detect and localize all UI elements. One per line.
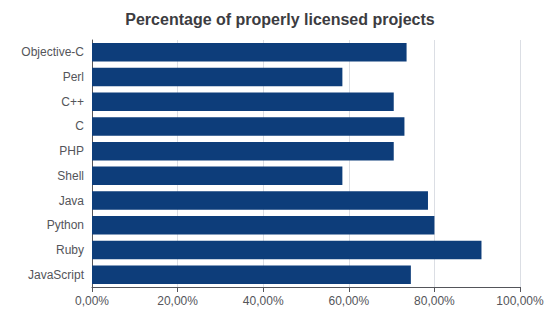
svg-text:C++: C++ [61, 95, 84, 109]
svg-text:Objective-C: Objective-C [21, 45, 84, 59]
svg-text:Python: Python [47, 218, 84, 232]
svg-text:Shell: Shell [57, 169, 84, 183]
svg-text:60,00%: 60,00% [328, 294, 369, 308]
svg-text:Perl: Perl [63, 70, 84, 84]
svg-text:Ruby: Ruby [56, 243, 84, 257]
svg-text:40,00%: 40,00% [243, 294, 284, 308]
svg-text:Java: Java [59, 194, 85, 208]
svg-text:PHP: PHP [59, 144, 84, 158]
svg-text:Percentage of properly license: Percentage of properly licensed projects [125, 11, 435, 28]
svg-text:100,00%: 100,00% [496, 294, 544, 308]
svg-text:C: C [75, 119, 84, 133]
svg-text:JavaScript: JavaScript [28, 268, 85, 282]
svg-text:80,00%: 80,00% [414, 294, 455, 308]
svg-text:0,00%: 0,00% [75, 294, 109, 308]
svg-text:20,00%: 20,00% [157, 294, 198, 308]
